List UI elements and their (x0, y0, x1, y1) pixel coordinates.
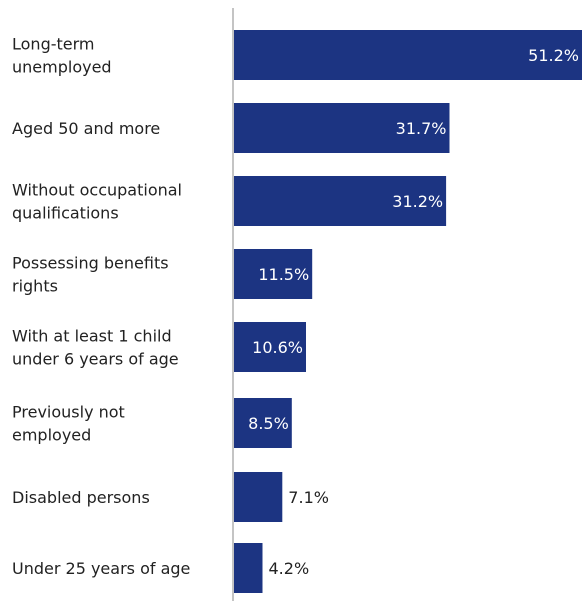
value-label: 11.5% (258, 265, 309, 284)
category-label: With at least 1 child under 6 years of ag… (12, 327, 179, 369)
category-label-line: Disabled persons (12, 488, 150, 507)
category-label-line: rights (12, 277, 58, 296)
category-label-line: unemployed (12, 58, 112, 77)
category-label: Previously not employed (12, 403, 125, 445)
category-label: Without occupational qualifications (12, 181, 182, 223)
value-label: 10.6% (252, 338, 303, 357)
category-label-line: qualifications (12, 204, 119, 223)
category-label-line: Previously not (12, 403, 125, 422)
value-label: 8.5% (248, 414, 289, 433)
category-label: Possessing benefits rights (12, 254, 169, 296)
category-label: Long-term unemployed (12, 35, 112, 77)
value-label: 7.1% (288, 488, 329, 507)
category-label-line: employed (12, 426, 91, 445)
category-label-line: Long-term (12, 35, 95, 54)
category-label-line: Without occupational (12, 181, 182, 200)
bar (234, 543, 263, 593)
category-label: Under 25 years of age (12, 559, 190, 578)
category-label: Disabled persons (12, 488, 150, 507)
category-label-line: Aged 50 and more (12, 119, 160, 138)
category-label: Aged 50 and more (12, 119, 160, 138)
bar (234, 249, 313, 299)
bar (234, 398, 292, 448)
category-label-line: under 6 years of age (12, 350, 179, 369)
category-label-line: With at least 1 child (12, 327, 172, 346)
value-label: 51.2% (528, 46, 579, 65)
bar (234, 322, 306, 372)
value-label: 31.2% (392, 192, 443, 211)
bar (234, 472, 283, 522)
value-label: 31.7% (396, 119, 447, 138)
bar (234, 176, 447, 226)
category-label-line: Possessing benefits (12, 254, 169, 273)
value-label: 4.2% (269, 559, 310, 578)
bar (234, 103, 450, 153)
bar (234, 30, 582, 80)
category-label-line: Under 25 years of age (12, 559, 190, 578)
